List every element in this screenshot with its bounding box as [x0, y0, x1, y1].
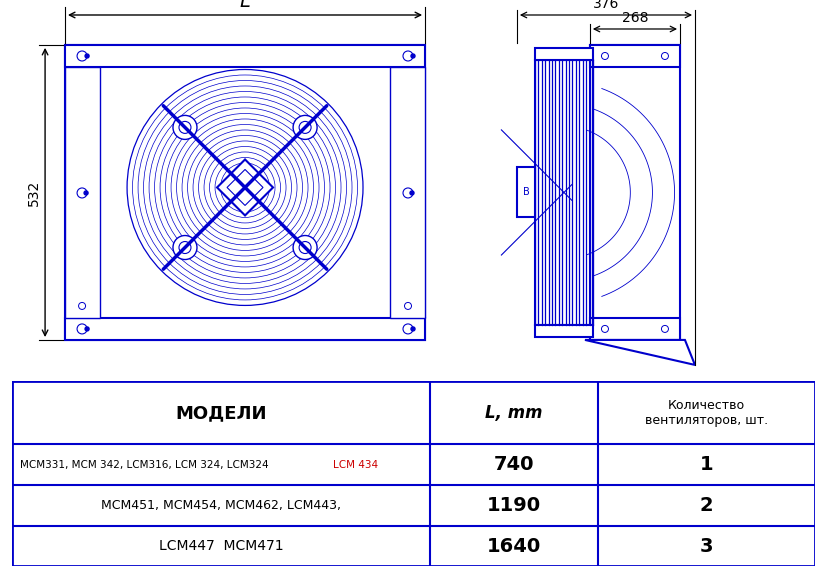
Circle shape — [293, 235, 317, 260]
Bar — [517, 168, 535, 217]
Circle shape — [404, 302, 412, 309]
Bar — [65, 67, 100, 318]
Circle shape — [410, 191, 414, 195]
Polygon shape — [227, 169, 263, 205]
Circle shape — [411, 54, 415, 58]
Text: МСМ451, МСМ454, МСМ462, LCM443,: МСМ451, МСМ454, МСМ462, LCM443, — [101, 499, 341, 512]
Text: 3: 3 — [700, 536, 713, 555]
Bar — [65, 318, 425, 340]
Circle shape — [601, 53, 609, 60]
Text: B: B — [523, 187, 529, 198]
Text: 268: 268 — [622, 11, 648, 25]
Text: LCM447  МСМ471: LCM447 МСМ471 — [159, 539, 284, 553]
Circle shape — [662, 53, 668, 60]
Text: 740: 740 — [494, 455, 534, 474]
Circle shape — [179, 121, 191, 134]
Circle shape — [77, 188, 87, 198]
Circle shape — [79, 302, 85, 309]
Bar — [590, 318, 680, 340]
Circle shape — [77, 51, 87, 61]
Circle shape — [601, 325, 609, 332]
Text: LCM 434: LCM 434 — [333, 460, 379, 470]
Bar — [535, 325, 593, 337]
Circle shape — [403, 51, 413, 61]
Bar — [65, 45, 425, 340]
Circle shape — [299, 121, 311, 134]
Circle shape — [662, 325, 668, 332]
Circle shape — [179, 242, 191, 254]
Circle shape — [411, 327, 415, 331]
Bar — [590, 45, 680, 340]
Circle shape — [77, 324, 87, 334]
Text: МОДЕЛИ: МОДЕЛИ — [175, 404, 267, 422]
Text: L: L — [240, 0, 251, 11]
Text: 1640: 1640 — [486, 536, 541, 555]
Circle shape — [403, 324, 413, 334]
Bar — [65, 45, 425, 67]
Circle shape — [299, 242, 311, 254]
Bar — [590, 45, 680, 67]
Circle shape — [84, 191, 88, 195]
Bar — [535, 48, 593, 60]
Text: L, mm: L, mm — [485, 404, 543, 422]
Circle shape — [293, 116, 317, 139]
Text: Количество
вентиляторов, шт.: Количество вентиляторов, шт. — [645, 399, 767, 427]
Text: 532: 532 — [27, 179, 41, 206]
Circle shape — [403, 188, 413, 198]
Circle shape — [85, 327, 89, 331]
Text: 376: 376 — [593, 0, 619, 11]
Circle shape — [85, 54, 89, 58]
Circle shape — [173, 116, 197, 139]
Text: 1: 1 — [700, 455, 713, 474]
Text: МСМ331, МСМ 342, LCM316, LCМ 324, LCM324: МСМ331, МСМ 342, LCM316, LCМ 324, LCM324 — [21, 460, 272, 470]
Text: 1190: 1190 — [487, 496, 541, 515]
Text: 2: 2 — [700, 496, 713, 515]
Polygon shape — [217, 160, 273, 216]
Bar — [390, 67, 425, 318]
Bar — [535, 60, 593, 325]
Polygon shape — [585, 340, 695, 365]
Circle shape — [173, 235, 197, 260]
